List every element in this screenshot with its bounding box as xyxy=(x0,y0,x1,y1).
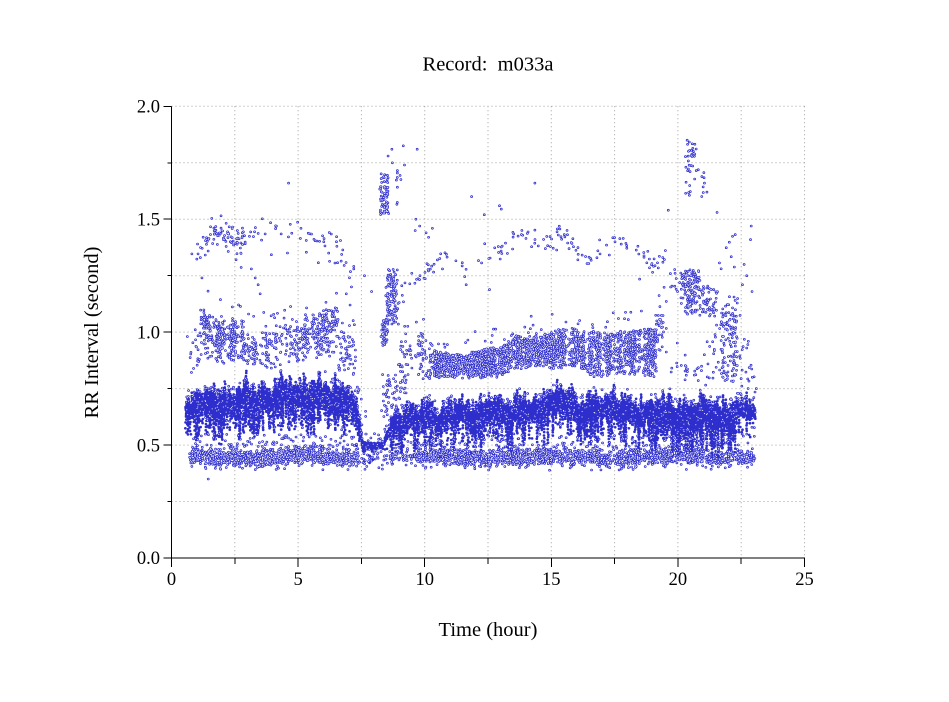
svg-text:0.5: 0.5 xyxy=(137,436,160,456)
svg-text:0.0: 0.0 xyxy=(137,549,160,569)
svg-text:Record: m033a: Record: m033a xyxy=(423,54,554,76)
svg-text:20: 20 xyxy=(669,570,688,590)
svg-text:5: 5 xyxy=(293,570,302,590)
svg-text:Time (hour): Time (hour) xyxy=(439,619,538,641)
svg-text:2.0: 2.0 xyxy=(137,98,160,118)
svg-text:10: 10 xyxy=(415,570,434,590)
svg-text:RR Interval (second): RR Interval (second) xyxy=(81,247,103,419)
svg-text:1.0: 1.0 xyxy=(137,323,160,343)
svg-text:15: 15 xyxy=(542,570,561,590)
svg-text:25: 25 xyxy=(795,570,814,590)
svg-text:1.5: 1.5 xyxy=(137,210,160,230)
svg-text:0: 0 xyxy=(167,570,176,590)
